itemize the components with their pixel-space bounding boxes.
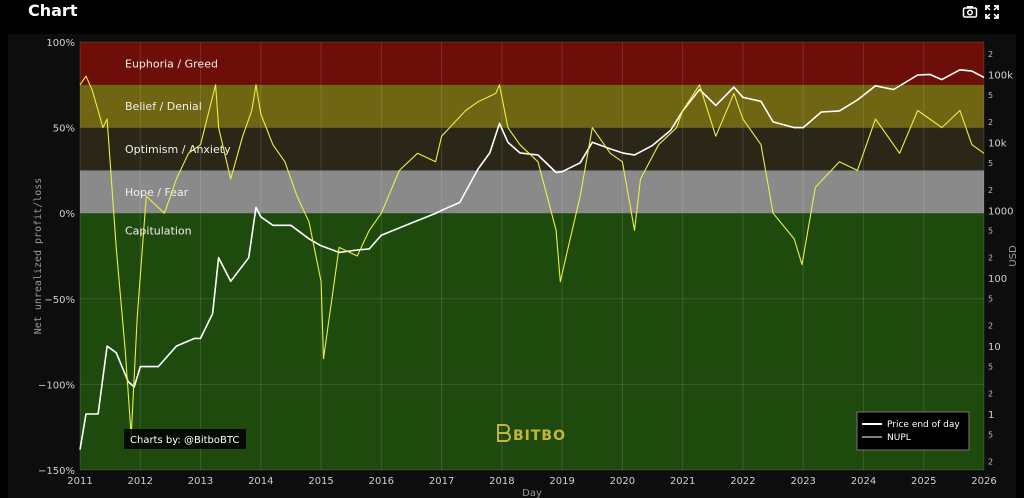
x-tick-label: 2020 bbox=[610, 476, 635, 487]
x-tick-label: 2012 bbox=[128, 476, 153, 487]
nupl-series-line bbox=[79, 75, 985, 437]
price-series-line bbox=[79, 69, 985, 450]
expand-icon[interactable] bbox=[984, 4, 1000, 20]
y-right-minor-tick-label: 5 bbox=[988, 91, 993, 100]
y-right-minor-tick-label: 2 bbox=[988, 390, 993, 399]
y-left-tick-label: 100% bbox=[46, 38, 75, 49]
y-right-minor-tick-label: 2 bbox=[988, 50, 993, 59]
y-right-minor-tick-label: 2 bbox=[988, 118, 993, 127]
x-tick-label: 2021 bbox=[670, 476, 695, 487]
y-right-tick-label: 100k bbox=[988, 70, 1013, 81]
y-right-axis-label: USD bbox=[1008, 245, 1019, 267]
y-left-tick-label: −50% bbox=[44, 295, 75, 306]
y-right-minor-tick-label: 2 bbox=[988, 254, 993, 263]
x-tick-label: 2024 bbox=[851, 476, 876, 487]
bitbo-watermark: BITBO bbox=[497, 424, 566, 444]
y-left-tick-label: −100% bbox=[38, 380, 75, 391]
y-right-minor-tick-label: 5 bbox=[988, 430, 993, 439]
y-right-minor-tick-label: 2 bbox=[988, 186, 993, 195]
zone-band-4 bbox=[80, 213, 984, 470]
zone-label: Optimism / Anxiety bbox=[125, 143, 231, 156]
zone-label: Hope / Fear bbox=[125, 186, 189, 199]
y-right-tick-label: 1 bbox=[988, 410, 994, 421]
bitbo-logo-icon bbox=[497, 424, 511, 442]
zone-band-2 bbox=[80, 127, 984, 171]
legend: Price end of day NUPL bbox=[856, 411, 970, 451]
x-axis-label: Day bbox=[522, 488, 542, 498]
credit-text: Charts by: @BitboBTC bbox=[130, 435, 239, 446]
x-tick-label: 2023 bbox=[790, 476, 815, 487]
camera-icon[interactable] bbox=[962, 4, 978, 20]
credit-box-bg bbox=[124, 429, 246, 449]
x-tick-label: 2026 bbox=[971, 476, 996, 487]
y-left-tick-label: −150% bbox=[38, 466, 75, 477]
y-left-tick-label: 50% bbox=[53, 124, 75, 135]
x-tick-label: 2025 bbox=[911, 476, 936, 487]
x-tick-label: 2022 bbox=[730, 476, 755, 487]
zone-label: Capitulation bbox=[125, 224, 192, 237]
legend-item-label[interactable]: NUPL bbox=[887, 433, 911, 443]
y-right-minor-tick-label: 5 bbox=[988, 227, 993, 236]
y-right-tick-label: 10k bbox=[988, 138, 1007, 149]
y-right-minor-tick-label: 5 bbox=[988, 363, 993, 372]
x-tick-label: 2018 bbox=[489, 476, 514, 487]
legend-box bbox=[856, 411, 970, 451]
y-right-tick-label: 100 bbox=[988, 274, 1007, 285]
y-right-tick-label: 10 bbox=[988, 342, 1001, 353]
x-tick-label: 2014 bbox=[248, 476, 273, 487]
watermark-text: BITBO bbox=[513, 428, 566, 444]
y-right-minor-tick-label: 5 bbox=[988, 159, 993, 168]
zone-band-3 bbox=[80, 170, 984, 214]
x-tick-label: 2017 bbox=[429, 476, 454, 487]
y-right-minor-tick-label: 2 bbox=[988, 322, 993, 331]
y-right-minor-tick-label: 2 bbox=[988, 458, 993, 467]
zone-band-1 bbox=[80, 84, 984, 128]
x-tick-label: 2013 bbox=[188, 476, 213, 487]
x-tick-label: 2011 bbox=[67, 476, 92, 487]
y-left-tick-label: 0% bbox=[59, 209, 75, 220]
zone-label: Belief / Denial bbox=[125, 100, 202, 113]
chart-header: Chart bbox=[0, 0, 1024, 28]
y-right-tick-label: 1000 bbox=[988, 206, 1013, 217]
y-right-minor-tick-label: 5 bbox=[988, 295, 993, 304]
credit-box: Charts by: @BitboBTC bbox=[124, 429, 246, 449]
x-tick-label: 2019 bbox=[549, 476, 574, 487]
zone-label: Euphoria / Greed bbox=[125, 57, 218, 70]
y-left-axis-label: Net unrealized profit/loss bbox=[33, 178, 44, 335]
page-title: Chart bbox=[28, 1, 78, 20]
legend-item-label[interactable]: Price end of day bbox=[887, 420, 960, 430]
x-tick-label: 2015 bbox=[308, 476, 333, 487]
zone-band-0 bbox=[80, 42, 984, 85]
x-tick-label: 2016 bbox=[369, 476, 394, 487]
